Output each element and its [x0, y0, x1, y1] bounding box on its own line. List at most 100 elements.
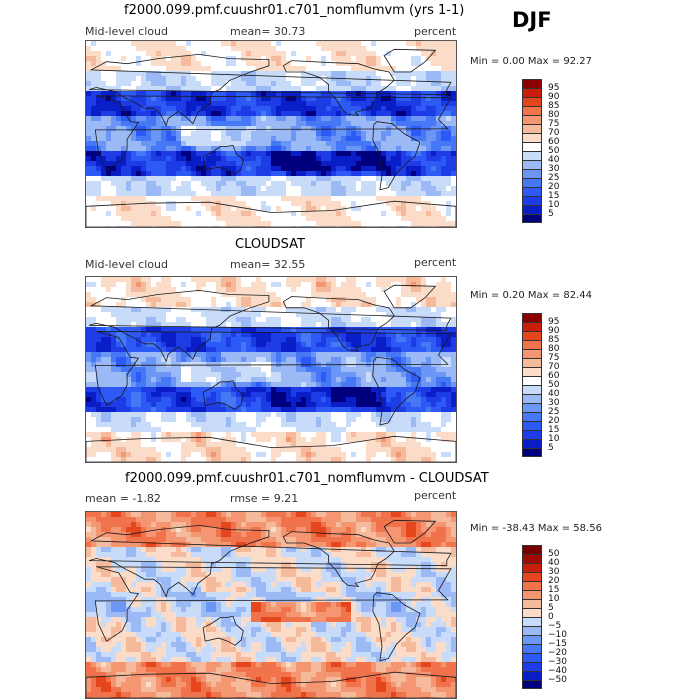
field-cell — [421, 372, 427, 378]
field-cell — [421, 186, 427, 192]
field-cell — [196, 66, 202, 72]
field-cell — [96, 412, 102, 418]
field-cell — [151, 332, 157, 338]
colorbar-cell — [522, 178, 542, 187]
field-cell — [336, 357, 342, 363]
field-cell — [171, 136, 177, 142]
field-cell — [351, 196, 357, 202]
field-cell — [381, 412, 387, 418]
field-cell — [201, 357, 207, 363]
coastline — [202, 144, 244, 175]
field-cell — [236, 377, 242, 383]
field-cell — [381, 347, 387, 353]
field-cell — [381, 76, 387, 82]
field-cell — [136, 377, 142, 383]
field-cell — [256, 101, 262, 107]
field-cell — [296, 41, 302, 47]
field-cell — [351, 332, 357, 338]
field-cell — [216, 221, 222, 227]
field-cell — [271, 196, 277, 202]
field-cell — [266, 186, 272, 192]
field-cell — [316, 116, 322, 122]
field-cell — [341, 282, 347, 288]
field-cell — [396, 216, 402, 222]
field-cell — [211, 357, 217, 363]
colorbar-tick-label: 75 — [548, 119, 560, 129]
field-cell — [401, 76, 407, 82]
field-cell — [311, 322, 317, 328]
field-cell — [261, 297, 267, 303]
field-cell — [421, 111, 427, 117]
field-cell — [291, 407, 297, 413]
field-cell — [146, 146, 152, 152]
field-cell — [291, 66, 297, 72]
field-cell — [431, 297, 437, 303]
field-cell — [116, 407, 122, 413]
field-cell — [286, 221, 292, 227]
field-cell — [286, 91, 292, 97]
field-cell — [216, 342, 222, 348]
field-cell — [301, 111, 307, 117]
field-cell — [301, 312, 307, 318]
field-cell — [331, 221, 337, 227]
field-cell — [216, 161, 222, 167]
field-cell — [226, 146, 232, 152]
field-cell — [311, 216, 317, 222]
field-cell — [116, 166, 122, 172]
field-cell — [346, 166, 352, 172]
field-cell — [111, 322, 117, 328]
field-cell — [156, 402, 162, 408]
field-cell — [341, 166, 347, 172]
field-cell — [341, 417, 347, 423]
field-cell — [336, 387, 342, 393]
field-cell — [431, 221, 437, 227]
field-cell — [421, 141, 427, 147]
field-cell — [401, 367, 407, 373]
field-cell — [186, 397, 192, 403]
field-cell — [421, 312, 427, 318]
field-cell — [101, 61, 107, 67]
field-cell — [171, 51, 177, 57]
field-cell — [346, 397, 352, 403]
field-cell — [441, 41, 447, 47]
field-cell — [366, 116, 372, 122]
field-cell — [371, 196, 377, 202]
field-cell — [321, 352, 327, 358]
colorbar-cell — [522, 169, 542, 178]
field-cell — [101, 196, 107, 202]
field-cell — [261, 347, 267, 353]
field-cell — [161, 51, 167, 57]
field-cell — [286, 51, 292, 57]
field-cell — [161, 397, 167, 403]
field-cell — [341, 91, 347, 97]
field-cell — [411, 141, 417, 147]
field-cell — [421, 397, 427, 403]
field-cell — [321, 397, 327, 403]
field-cell — [421, 412, 427, 418]
field-cell — [161, 66, 167, 72]
field-cell — [441, 91, 447, 97]
field-cell — [396, 186, 402, 192]
field-cell — [246, 126, 252, 132]
field-cell — [226, 171, 232, 177]
field-cell — [396, 322, 402, 328]
field-cell — [121, 226, 127, 227]
field-cell — [226, 96, 232, 102]
field-cell — [86, 131, 92, 137]
colorbar-tick-label: 85 — [548, 101, 560, 111]
field-cell — [241, 171, 247, 177]
field-cell — [351, 151, 357, 157]
field-cell — [376, 402, 382, 408]
field-cell — [156, 81, 162, 87]
field-cell — [91, 131, 97, 137]
field-cell — [406, 96, 412, 102]
field-cell — [111, 196, 117, 202]
field-cell — [346, 387, 352, 393]
field-cell — [96, 86, 102, 92]
field-cell — [181, 191, 187, 197]
field-cell — [396, 352, 402, 358]
field-cell — [381, 342, 387, 348]
field-cell — [166, 181, 172, 187]
field-cell — [321, 166, 327, 172]
field-cell — [296, 221, 302, 227]
